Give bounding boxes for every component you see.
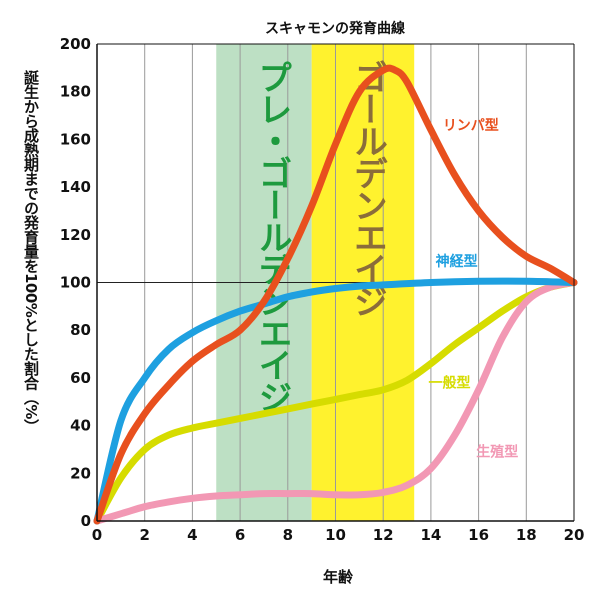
series-label-0: 一般型 (429, 374, 471, 391)
x-tick-label: 2 (139, 526, 149, 544)
y-tick-label: 20 (70, 464, 91, 482)
y-tick-label: 80 (70, 321, 91, 339)
chart-title: スキャモンの発育曲線 (265, 20, 405, 37)
x-tick-label: 18 (516, 526, 537, 544)
band-label-layer: プレ・ゴールデンエイジ ゴールデンエイジ (252, 59, 387, 412)
x-tick-label: 14 (420, 526, 441, 544)
y-axis-label: 誕生から成熟期までの発育量を100%とした割合（%） (22, 69, 40, 433)
y-tick-label: 180 (60, 83, 91, 101)
y-tick-label: 40 (70, 417, 91, 435)
x-tick-label: 8 (283, 526, 293, 544)
x-tick-label: 0 (92, 526, 102, 544)
x-tick-label: 16 (468, 526, 489, 544)
series-label-2: 神経型 (436, 253, 478, 270)
series-line-0 (93, 279, 578, 525)
axes-layer (96, 43, 575, 522)
y-tick-label: 0 (81, 512, 91, 530)
series-label-3: リンパ型 (443, 117, 499, 134)
series-layer (93, 64, 578, 525)
x-axis-label: 年齢 (323, 568, 354, 586)
series-line-1 (93, 279, 578, 525)
band-label-0: プレ・ゴールデンエイジ (252, 60, 292, 412)
y-tick-label: 160 (60, 130, 91, 148)
y-axis-label-text: 誕生から成熟期までの発育量を100%とした割合（%） (22, 69, 40, 433)
x-tick-label: 4 (187, 526, 197, 544)
x-tick-label: 6 (235, 526, 245, 544)
x-tick-label: 12 (373, 526, 394, 544)
series-line-2 (93, 277, 578, 525)
series-line-3 (93, 64, 578, 525)
x-tick-label: 10 (325, 526, 346, 544)
series-label-1: 生殖型 (476, 444, 518, 461)
tick-label-layer: 0 2 4 6 8 10 12 14 16 18 2002040608010012014016018… (60, 35, 585, 544)
y-tick-label: 200 (60, 35, 91, 53)
x-tick-label: 20 (564, 526, 585, 544)
y-tick-label: 100 (60, 274, 91, 292)
y-tick-label: 120 (60, 226, 91, 244)
y-tick-label: 60 (70, 369, 91, 387)
y-tick-label: 140 (60, 178, 91, 196)
